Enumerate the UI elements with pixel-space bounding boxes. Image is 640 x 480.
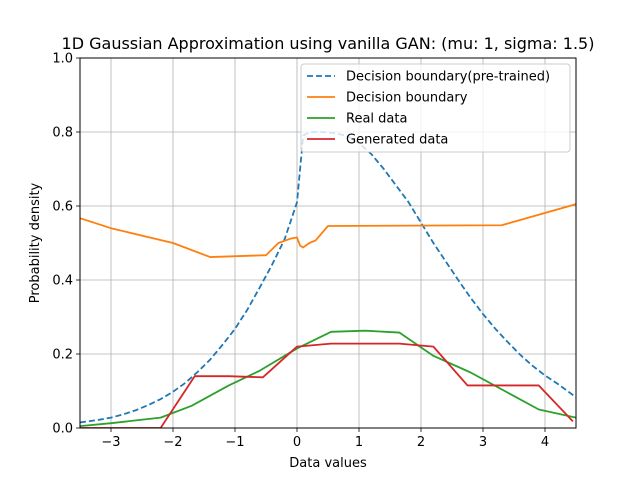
y-axis-ticks: 0.0 0.2 0.4 0.6 0.8 1.0	[52, 52, 80, 437]
y-tick-label: 1.0	[52, 52, 73, 67]
legend: Decision boundary(pre-trained) Decision b…	[300, 63, 571, 153]
x-tick-label: 3	[479, 435, 487, 450]
legend-box	[300, 63, 571, 153]
x-tick-label: 4	[541, 435, 549, 450]
plot-frame	[79, 57, 577, 429]
series-line-generated	[80, 342, 574, 428]
x-tick-label: 2	[417, 435, 425, 450]
y-tick-label: 0.2	[52, 348, 73, 363]
legend-label-generated: Generated data	[346, 133, 448, 148]
x-tick-label: 1	[355, 435, 363, 450]
legend-label-pretrained: Decision boundary(pre-trained)	[346, 70, 550, 85]
x-tick-label: −2	[163, 435, 182, 450]
x-tick-label: −1	[225, 435, 244, 450]
x-axis-ticks: −3 −2 −1 0 1 2 3 4	[101, 428, 549, 450]
y-tick-label: 0.4	[52, 274, 73, 289]
chart-title: 1D Gaussian Approximation using vanilla …	[62, 34, 595, 53]
y-axis-label: Probability density	[28, 182, 43, 303]
series-line-decision	[80, 203, 576, 258]
legend-label-real: Real data	[346, 112, 407, 127]
y-tick-label: 0.8	[52, 126, 73, 141]
legend-label-decision: Decision boundary	[346, 91, 468, 106]
x-axis-label: Data values	[289, 456, 367, 471]
y-tick-label: 0.6	[52, 200, 73, 215]
x-tick-label: 0	[293, 435, 301, 450]
y-tick-label: 0.0	[52, 422, 73, 437]
x-tick-label: −3	[101, 435, 120, 450]
